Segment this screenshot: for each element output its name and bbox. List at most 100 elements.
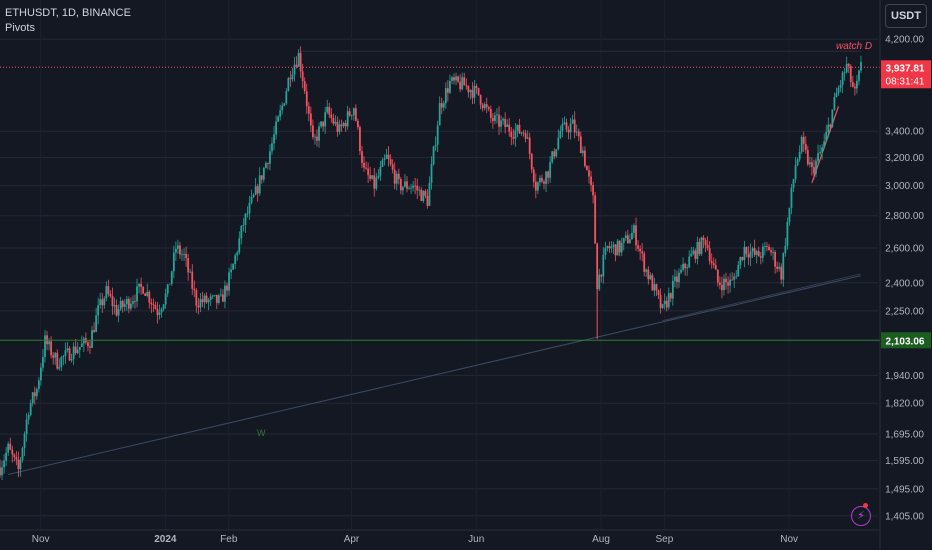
candle-body bbox=[154, 305, 157, 309]
candle-body bbox=[379, 166, 382, 176]
candle-body bbox=[657, 290, 660, 296]
candle-body bbox=[440, 103, 443, 108]
candle-body bbox=[860, 61, 862, 71]
candle-body bbox=[833, 97, 836, 110]
candle-body bbox=[211, 295, 214, 297]
candle-body bbox=[849, 66, 852, 82]
candle-body bbox=[823, 141, 826, 148]
candle-body bbox=[103, 298, 106, 306]
candle-body bbox=[1, 467, 3, 476]
candle-body bbox=[62, 356, 65, 358]
candle-body bbox=[299, 52, 302, 72]
candle-body bbox=[219, 294, 222, 296]
candle-body bbox=[389, 159, 392, 165]
candle-body bbox=[148, 291, 151, 303]
candle-body bbox=[743, 246, 746, 260]
candle-body bbox=[442, 103, 445, 108]
y-tick-label: 1,495.00 bbox=[885, 484, 924, 495]
long-trendline bbox=[8, 275, 862, 475]
candle-body bbox=[324, 112, 327, 127]
price-axis[interactable]: 4,200.00 3,400.00 3,200.00 3,000.00 2,800.00… bbox=[879, 0, 924, 550]
candle-body bbox=[737, 264, 740, 277]
candle-body bbox=[790, 187, 793, 208]
candle-body bbox=[326, 106, 329, 113]
candle-body bbox=[851, 81, 854, 87]
candle-body bbox=[680, 269, 682, 273]
candle-body bbox=[385, 154, 388, 159]
y-tick-label: 3,200.00 bbox=[885, 153, 924, 164]
candle-body bbox=[749, 251, 752, 258]
level-price-tag bbox=[881, 332, 931, 349]
candle-body bbox=[471, 90, 474, 98]
candle-body bbox=[432, 146, 435, 165]
candle-body bbox=[645, 269, 648, 272]
candle-body bbox=[209, 296, 212, 300]
candle-body bbox=[845, 63, 848, 73]
candle-body bbox=[714, 265, 717, 270]
candle-body bbox=[303, 81, 306, 92]
candle-body bbox=[776, 266, 779, 269]
candle-body bbox=[581, 150, 584, 154]
y-tick-label: 1,940.00 bbox=[885, 371, 924, 382]
currency-button[interactable]: USDT bbox=[885, 4, 927, 28]
candle-body bbox=[526, 137, 529, 139]
candle-body bbox=[404, 181, 406, 187]
candle-body bbox=[19, 459, 22, 470]
candle-body bbox=[99, 299, 102, 306]
candle-body bbox=[369, 175, 372, 179]
candle-body bbox=[659, 295, 662, 308]
indicator-name[interactable]: Pivots bbox=[5, 22, 35, 34]
candle-body bbox=[242, 224, 245, 226]
candle-body bbox=[348, 111, 351, 116]
candle-body bbox=[248, 202, 251, 214]
candle-body bbox=[716, 269, 719, 283]
candle-body bbox=[678, 272, 680, 283]
candle-body bbox=[430, 164, 433, 183]
candle-body bbox=[74, 346, 77, 354]
candle-body bbox=[710, 261, 713, 264]
candle-body bbox=[269, 151, 271, 164]
candle-body bbox=[375, 177, 378, 189]
candle-body bbox=[222, 294, 224, 302]
candle-body bbox=[673, 276, 676, 281]
candle-body bbox=[60, 357, 63, 368]
candle-body bbox=[853, 86, 856, 89]
candle-body bbox=[520, 132, 523, 134]
candle-body bbox=[455, 76, 457, 81]
x-tick-label: Feb bbox=[220, 534, 238, 545]
candle-body bbox=[172, 252, 175, 272]
candle-body bbox=[50, 341, 53, 356]
candle-body bbox=[569, 123, 572, 133]
candle-body bbox=[522, 132, 525, 134]
candle-body bbox=[594, 195, 597, 244]
candle-body bbox=[158, 312, 161, 316]
candle-body bbox=[700, 237, 703, 254]
candle-body bbox=[201, 299, 204, 303]
candle-body bbox=[97, 305, 100, 316]
candle-body bbox=[262, 167, 265, 180]
candle-body bbox=[207, 299, 210, 303]
candle-body bbox=[234, 255, 237, 264]
candle-body bbox=[590, 176, 592, 186]
candle-body bbox=[819, 151, 821, 154]
trendlines bbox=[8, 50, 862, 475]
candle-body bbox=[473, 85, 476, 98]
candle-body bbox=[199, 299, 202, 308]
candle-body bbox=[406, 181, 408, 189]
candle-body bbox=[747, 253, 750, 258]
candle-body bbox=[755, 251, 758, 255]
level-price-label: 2,103.06 bbox=[886, 336, 925, 347]
x-tick-label: 2024 bbox=[154, 534, 177, 545]
candle-body bbox=[48, 341, 50, 345]
candle-body bbox=[371, 175, 374, 179]
time-axis[interactable]: Nov 2024 Feb Apr Jun Aug Sep Nov bbox=[0, 529, 880, 545]
candle-body bbox=[561, 123, 564, 131]
candle-body bbox=[418, 189, 421, 191]
lightning-icon[interactable]: ⚡ bbox=[851, 506, 871, 526]
x-tick-label: Aug bbox=[592, 534, 610, 545]
candle-body bbox=[277, 116, 280, 122]
symbol-info[interactable]: ETHUSDT, 1D, BINANCE bbox=[5, 7, 131, 19]
candle-body bbox=[481, 104, 484, 109]
candle-body bbox=[798, 151, 801, 160]
